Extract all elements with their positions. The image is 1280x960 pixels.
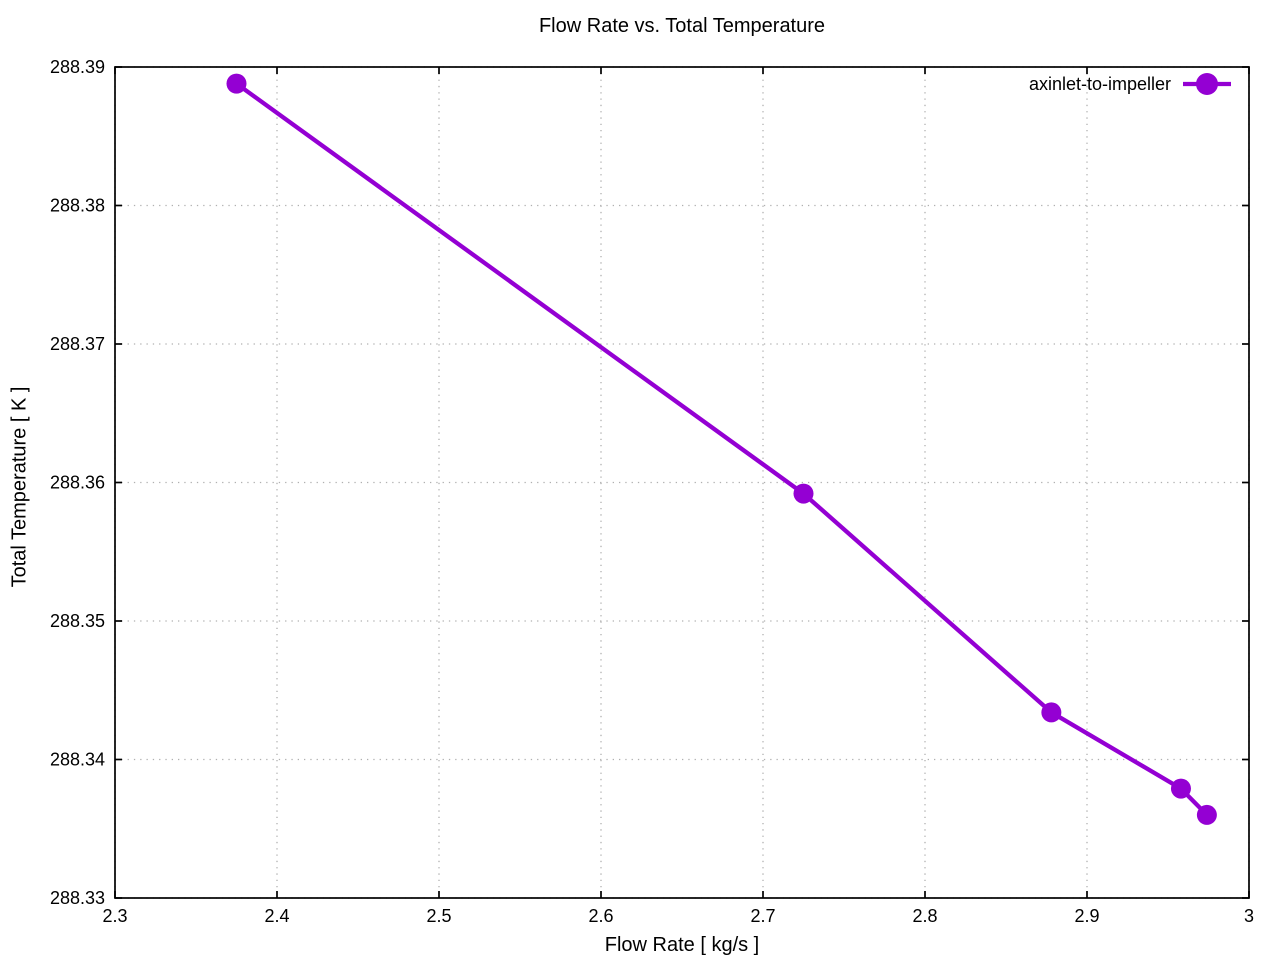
legend-marker [1196,73,1218,95]
y-tick-label: 288.34 [50,750,105,770]
data-point-marker [793,483,814,504]
data-point-marker [226,73,247,94]
data-point-marker [1196,804,1217,825]
x-tick-label: 2.6 [588,906,613,926]
legend-label: axinlet-to-impeller [1029,74,1171,94]
x-tick-label: 2.4 [264,906,289,926]
x-tick-label: 2.8 [912,906,937,926]
series-line [235,81,1209,817]
chart-title: Flow Rate vs. Total Temperature [538,15,826,37]
x-axis-label: Flow Rate [ kg/s ] [604,934,760,956]
y-tick-label: 288.38 [50,196,105,216]
y-tick-label: 288.39 [50,57,105,77]
x-tick-label: 2.3 [102,906,127,926]
x-tick-label: 2.7 [750,906,775,926]
data-point-marker [1170,778,1191,799]
y-tick-label: 288.36 [50,473,105,493]
data-point-marker [1041,702,1062,723]
y-tick-label: 288.37 [50,334,105,354]
y-tick-label: 288.35 [50,611,105,631]
x-tick-label: 2.9 [1074,906,1099,926]
x-tick-label: 3 [1244,906,1254,926]
y-tick-label: 288.33 [50,888,105,908]
x-tick-label: 2.5 [426,906,451,926]
